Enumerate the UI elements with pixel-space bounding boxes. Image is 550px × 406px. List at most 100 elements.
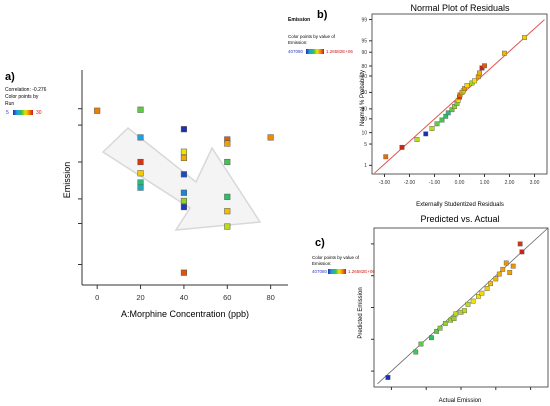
data-point-b-8 <box>445 110 451 116</box>
legend-b-line-1: Emission: <box>288 40 308 45</box>
chart-c: Color points by value of Emission: 40708… <box>312 214 549 404</box>
data-point-b-17 <box>462 86 467 92</box>
x-axis-label-c: Actual Emission <box>439 398 482 404</box>
panel-label-a: a) <box>5 71 15 83</box>
x-tick-label-b-3: 0.00 <box>455 180 465 186</box>
data-point-a-1 <box>137 106 144 113</box>
data-point-c-5 <box>437 325 443 331</box>
y-axis-label-b: Normal % Probability <box>360 70 366 126</box>
data-point-b-3 <box>423 131 429 137</box>
x-tick-label-a-3: 60 <box>223 293 231 302</box>
y-tick-label-b-9: 95 <box>361 39 367 45</box>
legend-a-line-1: Color points by <box>5 94 39 100</box>
data-point-c-15 <box>479 290 485 296</box>
y-axis-label-c: Predicted Emission <box>358 287 364 338</box>
y-tick-label-b-3: 20 <box>361 117 367 123</box>
x-tick-label-a-2: 40 <box>180 293 188 302</box>
y-tick-label-b-6: 70 <box>361 74 367 80</box>
legend-a-min-label: 5 <box>6 110 9 116</box>
data-point-c-2 <box>418 341 424 347</box>
data-point-c-11 <box>462 308 467 314</box>
legend-b-color-bar <box>306 49 324 54</box>
decorative-arrow-shape <box>101 127 262 231</box>
chart-c-title: Predicted vs. Actual <box>420 214 499 224</box>
y-tick-label-b-7: 80 <box>361 64 367 70</box>
data-point-c-19 <box>496 271 502 277</box>
x-tick-label-a-0: 0 <box>95 293 99 302</box>
legend-c-line-1: Emission: <box>312 261 332 266</box>
legend-a-line-2: Run <box>5 101 14 107</box>
legend-a-max-label: 30 <box>36 110 42 116</box>
data-point-a-3 <box>137 158 144 166</box>
legend-b-line-0: Color points by value of <box>288 34 336 39</box>
data-point-a-4 <box>137 170 144 177</box>
legend-b-max-label: 1.26582E+06 <box>326 49 353 54</box>
data-point-c-14 <box>476 293 481 299</box>
data-point-a-7 <box>180 126 187 133</box>
data-point-c-17 <box>488 281 493 287</box>
data-point-a-21 <box>267 134 274 141</box>
x-tick-label-b-6: 3.00 <box>530 180 540 186</box>
y-tick-label-b-4: 30 <box>361 107 367 113</box>
x-axis-label-a: A:Morphine Concentration (ppb) <box>121 309 249 319</box>
data-point-c-0 <box>385 375 391 380</box>
data-point-b-24 <box>482 63 487 69</box>
data-point-c-9 <box>453 311 459 317</box>
data-point-a-20 <box>224 223 231 230</box>
data-point-b-9 <box>449 107 455 113</box>
legend-c-color-bar <box>328 269 346 274</box>
data-point-a-18 <box>224 193 231 200</box>
legend-c-line-0: Color points by value of <box>312 255 360 260</box>
data-point-b-20 <box>472 78 477 84</box>
data-point-b-25 <box>502 50 507 56</box>
data-point-c-24 <box>517 241 523 247</box>
chart-a: Correlation: -0.276 Color points by Run … <box>5 70 288 319</box>
data-point-a-19 <box>224 208 231 215</box>
x-axis-label-b: Externally Studentized Residuals <box>416 202 504 208</box>
data-point-a-16 <box>224 140 231 147</box>
data-point-b-4 <box>429 126 435 131</box>
data-point-c-4 <box>434 328 440 334</box>
data-point-c-21 <box>503 260 509 266</box>
x-tick-label-a-1: 20 <box>136 293 144 302</box>
data-point-b-26 <box>522 35 527 40</box>
data-point-a-5 <box>137 179 144 186</box>
y-tick-label-b-5: 50 <box>361 90 367 96</box>
data-point-b-0 <box>383 154 389 160</box>
legend-b-title: Emission <box>288 17 310 23</box>
data-point-c-18 <box>493 276 499 282</box>
panel-label-b: b) <box>317 9 328 21</box>
data-point-a-13 <box>180 204 187 211</box>
data-point-b-2 <box>414 137 420 142</box>
data-point-a-9 <box>180 154 187 161</box>
legend-c-min-label: 407080 <box>312 269 328 274</box>
x-tick-label-b-5: 2.00 <box>505 180 515 186</box>
data-point-a-11 <box>180 189 187 196</box>
x-tick-label-b-1: -2.00 <box>404 180 416 186</box>
y-tick-label-b-10: 99 <box>361 17 367 23</box>
data-point-b-6 <box>439 117 445 123</box>
y-tick-label-b-1: 5 <box>364 142 367 148</box>
data-point-c-3 <box>429 335 434 341</box>
data-point-a-0 <box>94 107 101 114</box>
y-axis-label-a: Emission <box>62 162 72 199</box>
data-point-a-17 <box>224 158 231 166</box>
data-point-a-8 <box>180 148 187 155</box>
data-point-a-14 <box>180 269 187 276</box>
data-point-b-22 <box>477 70 482 76</box>
data-point-c-6 <box>442 321 448 326</box>
x-tick-label-b-2: -1.00 <box>429 180 441 186</box>
data-point-c-16 <box>484 286 490 291</box>
data-point-b-5 <box>434 121 440 127</box>
data-point-c-12 <box>465 301 471 307</box>
data-point-a-6 <box>137 184 144 191</box>
x-tick-label-b-0: -3.00 <box>379 180 391 186</box>
data-point-b-18 <box>464 83 470 88</box>
data-point-a-2 <box>137 134 144 141</box>
data-point-b-1 <box>399 144 405 150</box>
y-tick-label-b-8: 90 <box>361 50 367 56</box>
data-point-a-10 <box>180 171 187 178</box>
data-point-a-12 <box>180 197 187 204</box>
data-point-c-25 <box>519 249 525 255</box>
